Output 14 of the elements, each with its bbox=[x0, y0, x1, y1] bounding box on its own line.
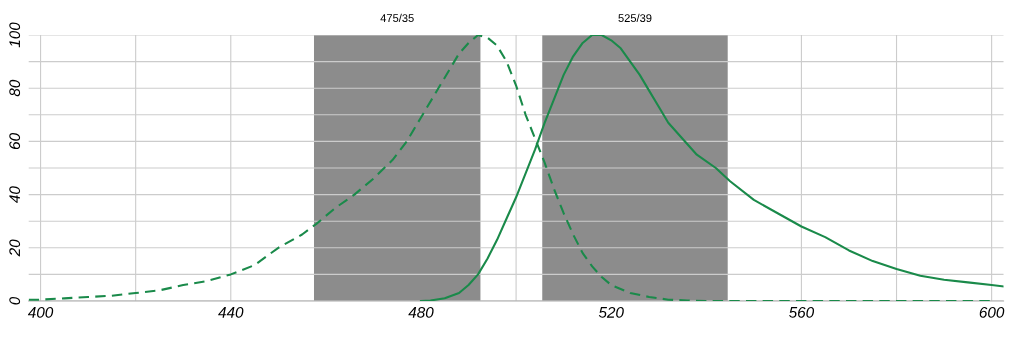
x-tick-label: 440 bbox=[218, 306, 244, 318]
y-tick-label: 40 bbox=[9, 186, 21, 203]
x-tick-label: 480 bbox=[408, 306, 434, 318]
y-tick-label: 100 bbox=[9, 22, 21, 48]
y-tick-label: 60 bbox=[9, 133, 21, 150]
band-label: 525/39 bbox=[618, 13, 652, 23]
x-tick-label: 560 bbox=[789, 306, 815, 318]
x-tick-label: 600 bbox=[979, 306, 1005, 318]
x-tick-label: 400 bbox=[27, 306, 54, 318]
y-tick-label: 80 bbox=[9, 79, 21, 97]
band-label: 475/35 bbox=[380, 13, 414, 23]
y-tick-label: 0 bbox=[9, 296, 21, 305]
y-tick-label: 20 bbox=[9, 239, 21, 257]
x-tick-label: 520 bbox=[598, 306, 624, 318]
